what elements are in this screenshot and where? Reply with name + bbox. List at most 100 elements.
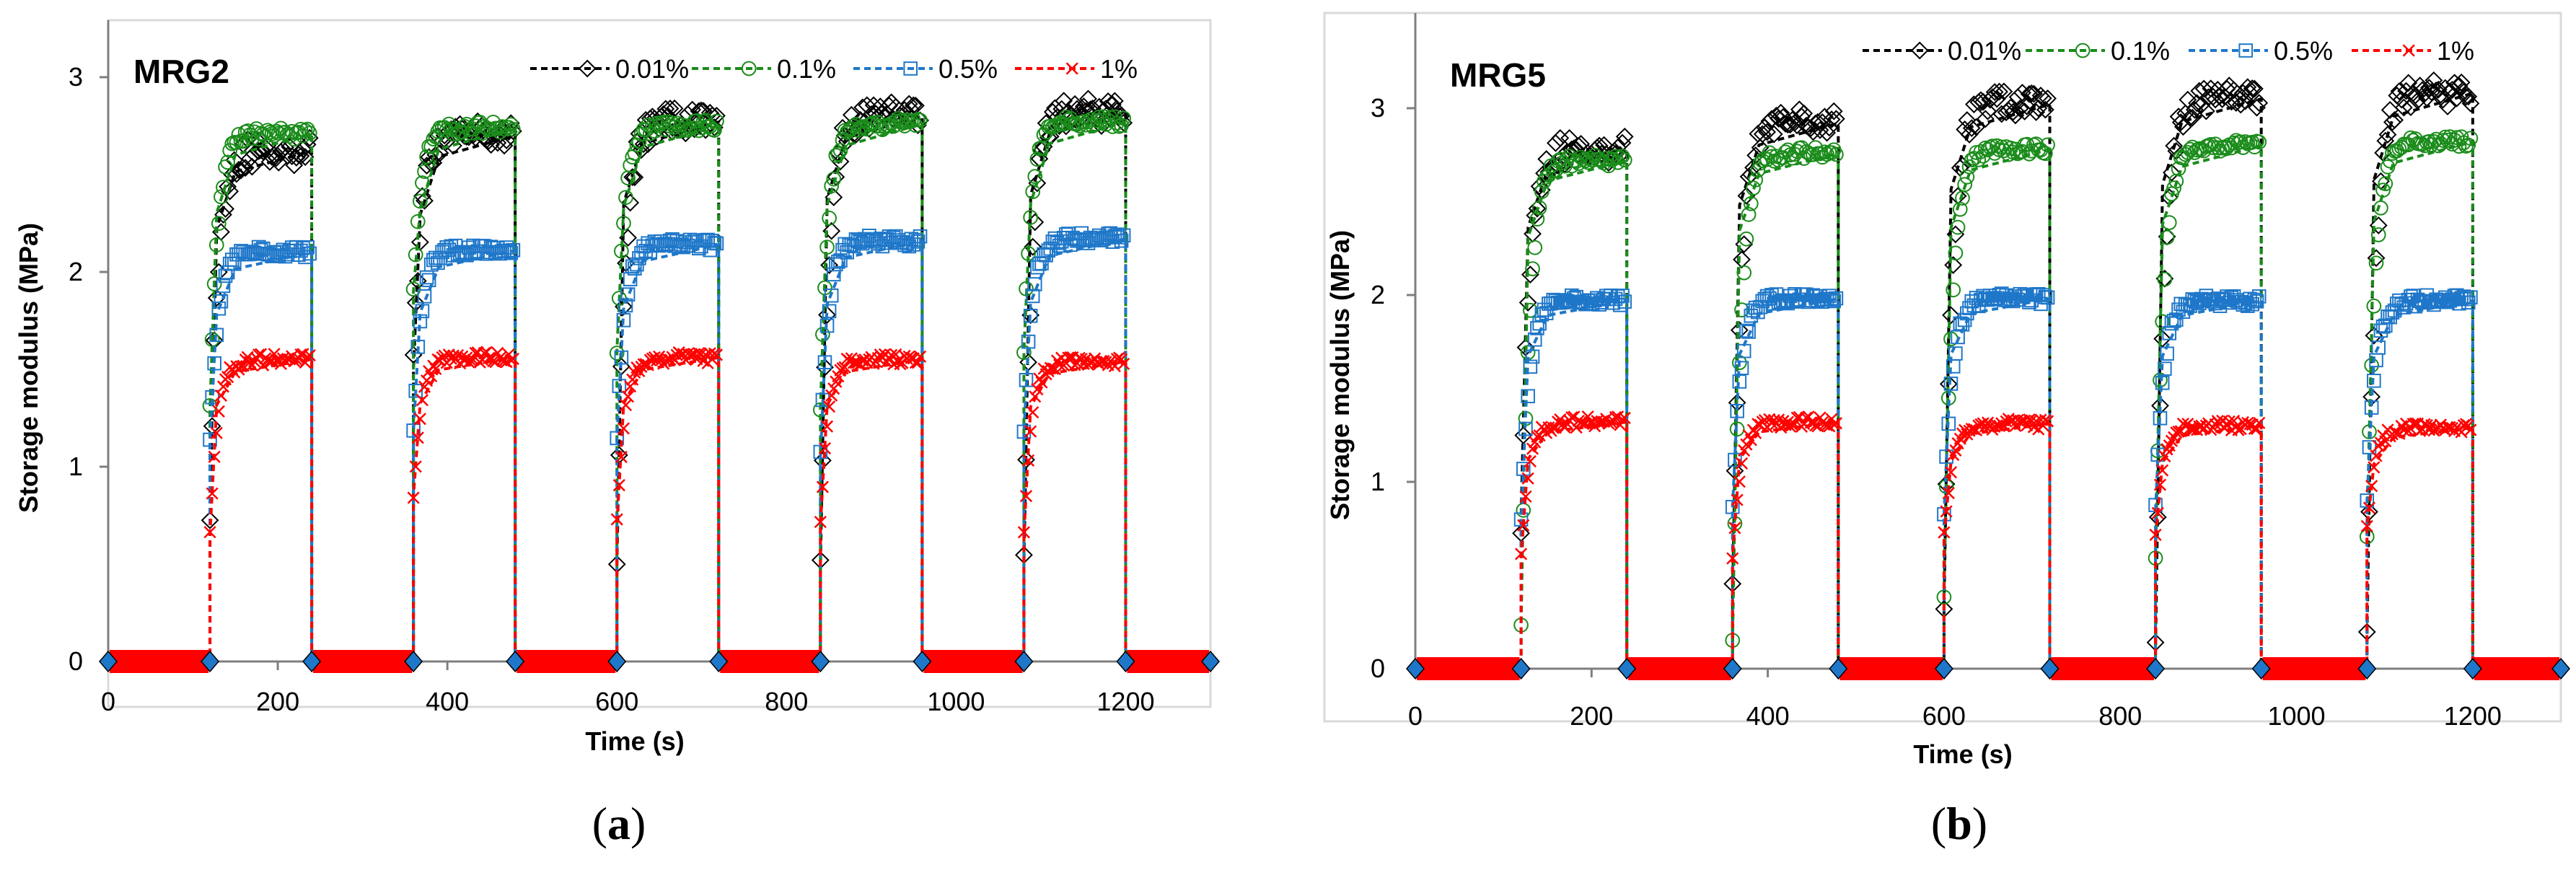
series-0.5% (108, 226, 1210, 663)
data-point (421, 273, 436, 288)
data-point (1514, 548, 1528, 560)
data-point (2149, 528, 2162, 542)
data-point (214, 189, 229, 205)
data-point (1741, 325, 1756, 339)
data-point (2399, 74, 2418, 92)
data-point (2378, 176, 2393, 191)
data-point (1829, 291, 1844, 306)
data-point (610, 431, 625, 446)
data-point (1023, 309, 1038, 323)
series-0.1% (1415, 129, 2561, 670)
data-point (2155, 375, 2170, 390)
data-point (2006, 106, 2025, 125)
data-point (2382, 153, 2398, 169)
data-point (2159, 229, 2175, 245)
panel-letter: b (1946, 798, 1972, 849)
data-point (1513, 512, 1529, 527)
data-point (1949, 444, 1962, 457)
data-point (831, 254, 845, 269)
data-point (1728, 522, 1741, 535)
data-point (2376, 131, 2395, 150)
data-point (1728, 452, 1742, 467)
data-point (2168, 173, 2184, 189)
off-state-end-marker (2551, 657, 2570, 680)
plot-area: 0 1 2 3 0 200 400 600 800 1000 1200 (69, 20, 1220, 716)
data-point (2166, 180, 2181, 195)
data-point (1547, 133, 1565, 152)
series-1% (1406, 410, 2570, 680)
data-point (2161, 215, 2177, 230)
data-point (302, 126, 317, 141)
data-point (823, 400, 836, 413)
data-point (2392, 90, 2411, 109)
y-tick-label: 0 (1371, 654, 1385, 683)
y-axis-title: Storage modulus (MPa) (14, 223, 43, 513)
off-state-end-marker (2463, 657, 2482, 680)
data-point (506, 121, 521, 137)
x-tick-label: 1000 (2267, 701, 2325, 731)
off-state-bar (2262, 657, 2366, 680)
data-point (824, 288, 839, 303)
data-point (2459, 87, 2478, 106)
data-point (1519, 490, 1532, 503)
data-point (2366, 298, 2382, 314)
data-point (1995, 82, 2013, 101)
data-point (1950, 219, 1966, 235)
data-point (411, 431, 424, 444)
data-point (1788, 418, 1801, 431)
data-point (494, 119, 510, 134)
legend-marker (741, 61, 757, 76)
data-point (2153, 478, 2167, 491)
data-point (1967, 118, 1986, 136)
data-point (201, 511, 219, 529)
data-point (2394, 98, 2413, 117)
data-point (208, 450, 221, 463)
data-point (2165, 434, 2179, 447)
data-point (2425, 71, 2443, 89)
data-point (1079, 89, 1097, 108)
off-state-end-marker (99, 650, 118, 673)
data-point (410, 214, 426, 229)
data-point (1116, 228, 1131, 243)
data-point (208, 237, 224, 252)
data-point (2040, 137, 2055, 153)
data-point (1730, 404, 1744, 418)
data-point (2253, 416, 2266, 429)
data-point (1521, 265, 1539, 284)
data-point (2435, 133, 2450, 148)
data-point (415, 175, 430, 190)
data-point (1770, 110, 1788, 128)
data-point (416, 191, 434, 210)
data-point (495, 136, 514, 155)
data-point (1521, 472, 1534, 485)
data-point (913, 113, 928, 128)
data-point (610, 513, 623, 526)
data-point (1729, 421, 1745, 437)
data-point (1565, 410, 1578, 424)
data-point (2186, 422, 2199, 435)
x-tick-label: 400 (1746, 701, 1790, 731)
data-point (1750, 162, 1766, 178)
off-state-end-marker (1116, 650, 1135, 673)
off-state-bar (2474, 657, 2559, 680)
data-point (506, 242, 521, 258)
data-point (1024, 425, 1037, 438)
data-point (1733, 475, 1746, 488)
data-point (824, 178, 840, 194)
y-tick-label: 0 (69, 646, 83, 676)
data-point (216, 278, 231, 294)
data-point (206, 276, 222, 291)
data-point (2367, 374, 2381, 388)
data-point (1617, 294, 1632, 309)
data-point (2445, 74, 2463, 92)
data-point (831, 152, 850, 171)
data-point (628, 261, 642, 276)
x-tick-label: 1200 (1096, 687, 1154, 716)
data-point (1031, 383, 1044, 396)
data-point (2442, 129, 2458, 144)
data-point (1829, 417, 1842, 430)
data-point (1946, 282, 1961, 298)
data-point (1096, 109, 1112, 125)
x-axis-title: Time (s) (585, 726, 684, 756)
data-point (622, 390, 635, 403)
